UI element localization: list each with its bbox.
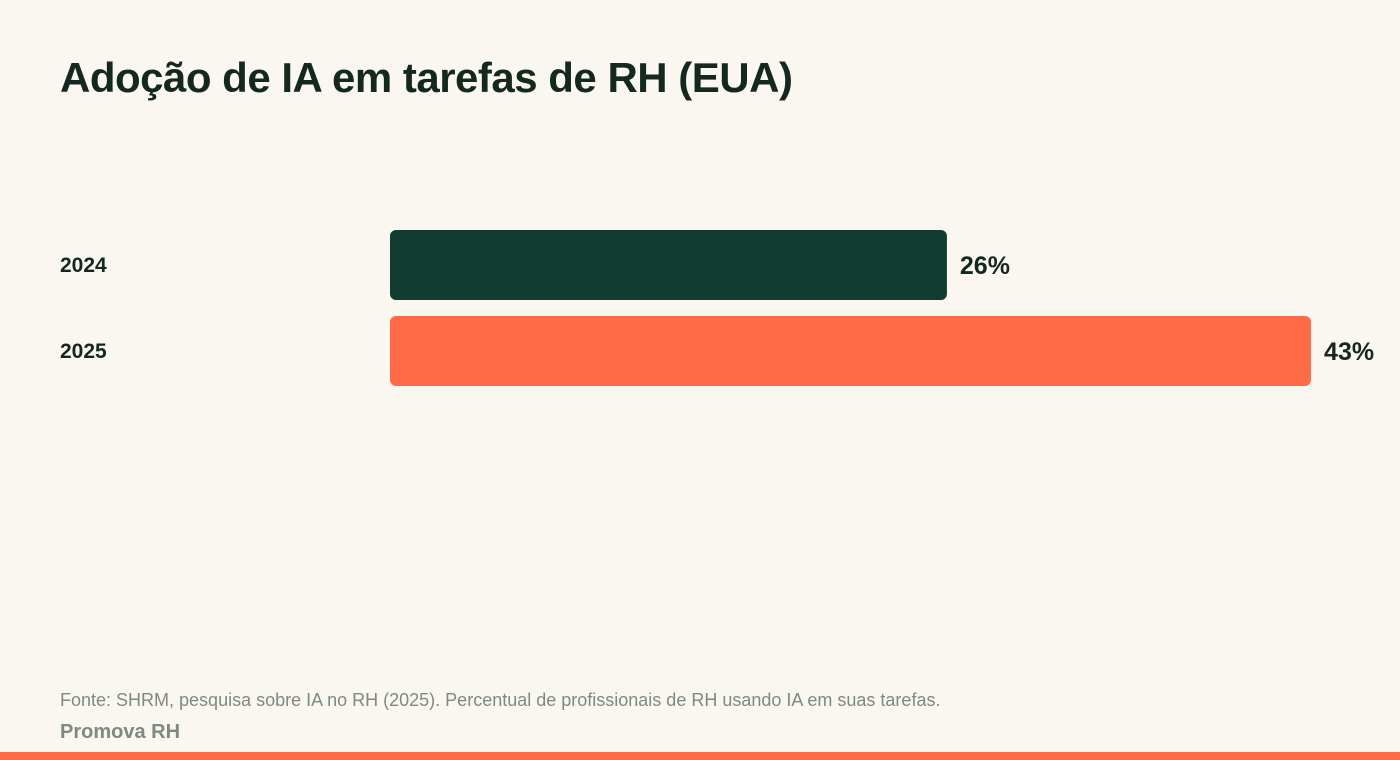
brand-name: Promova RH [60, 721, 181, 743]
category-label: 2024 [60, 254, 107, 277]
category-label: 2025 [60, 340, 107, 363]
source-note: Fonte: SHRM, pesquisa sobre IA no RH (20… [60, 690, 941, 710]
bottom-accent-bar [0, 752, 1400, 760]
bar-2025 [390, 316, 1312, 386]
bar-chart: 2024 26% 2025 43% [60, 230, 1374, 386]
bar-2024 [390, 230, 947, 300]
chart-title: Adoção de IA em tarefas de RH (EUA) [60, 54, 793, 101]
value-label: 26% [960, 252, 1010, 280]
value-label: 43% [1324, 338, 1374, 366]
